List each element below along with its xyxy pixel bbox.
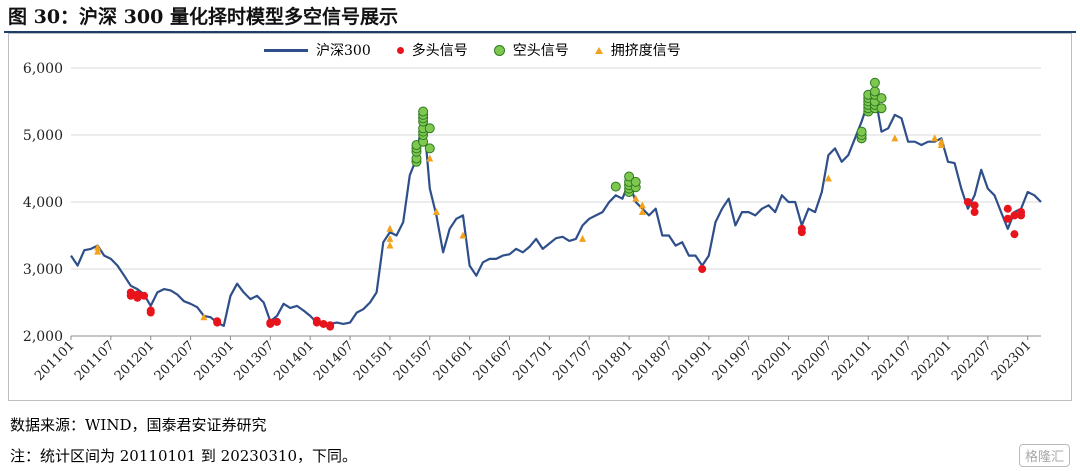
x-tick-label: 201907 <box>710 338 756 384</box>
crowding-signal-point <box>426 154 434 162</box>
legend-item-crowding: 拥挤度信号 <box>594 40 681 60</box>
x-tick-label: 201701 <box>510 338 556 384</box>
x-tick-label: 201801 <box>590 338 636 384</box>
legend-item-long: 多头信号 <box>396 40 468 60</box>
legend-red-dot-swatch <box>396 46 404 54</box>
long-signal-point <box>698 265 707 273</box>
legend-item-short: 空头信号 <box>493 40 569 60</box>
crowding-signal-point <box>638 201 646 209</box>
y-tick-label: 2,000 <box>23 329 63 345</box>
crowding-signal-point <box>94 243 102 251</box>
crowding-signal-point <box>638 208 646 216</box>
crowding-signal-point <box>824 174 832 182</box>
long-signal-point <box>319 319 328 328</box>
long-signal-point <box>1017 208 1026 217</box>
crowding-signal-point <box>632 194 640 202</box>
x-tick-label: 201607 <box>471 338 517 384</box>
short-signal-point <box>876 93 887 104</box>
x-tick-label: 201201 <box>112 338 158 384</box>
crowding-signal-point <box>94 247 102 255</box>
chart-area: 沪深300 多头信号 空头信号 拥挤度信号 2,000 3,000 4,000 5,0… <box>8 33 1072 401</box>
legend-label-long: 多头信号 <box>411 43 468 59</box>
legend-triangle-swatch <box>594 46 603 54</box>
x-tick-label: 201507 <box>391 338 437 384</box>
x-tick-label: 202101 <box>829 338 875 384</box>
title-rule <box>4 31 1076 33</box>
long-signal-point <box>140 291 149 300</box>
long-signal-point <box>272 317 281 326</box>
crowding-signal-point <box>386 234 394 242</box>
x-tick-label: 201901 <box>670 338 716 384</box>
legend-label-short: 空头信号 <box>512 43 569 59</box>
note-text: 注：统计区间为 20110101 到 20230310，下同。 <box>10 447 358 465</box>
y-tick-label: 4,000 <box>23 195 63 211</box>
x-tick-label: 202301 <box>989 338 1035 384</box>
short-signal-point <box>876 103 887 114</box>
short-signal-point <box>424 143 435 154</box>
figure-title: 图 30：沪深 300 量化择时模型多空信号展示 <box>8 6 398 28</box>
long-signal-point <box>266 319 275 328</box>
crowding-signal-point <box>200 313 208 321</box>
y-tick-label: 3,000 <box>23 262 63 278</box>
short-signal-point <box>630 176 641 187</box>
short-signal-point <box>418 106 429 117</box>
x-tick-label: 202001 <box>750 338 796 384</box>
short-signal-point <box>610 181 621 192</box>
x-tick-label: 201707 <box>550 338 596 384</box>
long-signal-point <box>312 318 321 327</box>
long-signal-point <box>326 322 335 331</box>
long-signal-point <box>213 318 222 327</box>
short-signal-point <box>869 77 880 88</box>
long-signal-point <box>126 291 135 300</box>
x-tick-label: 202007 <box>790 338 836 384</box>
x-tick-label: 201301 <box>192 338 238 384</box>
legend-green-dot-swatch <box>493 44 505 56</box>
legend-item-csi300: 沪深300 <box>264 40 371 60</box>
crowding-signal-point <box>386 224 394 232</box>
long-signal-point <box>146 308 155 317</box>
crowding-signal-point <box>931 134 939 142</box>
series-line-csi300 <box>70 93 1042 327</box>
long-signal-point <box>1003 204 1012 213</box>
short-signal-point <box>624 171 635 182</box>
x-tick-label: 201807 <box>630 338 676 384</box>
crowding-signal-point <box>459 231 467 239</box>
legend-label-crowding: 拥挤度信号 <box>610 43 681 59</box>
x-tick-label: 201407 <box>311 338 357 384</box>
crowding-signal-point <box>579 234 587 242</box>
y-tick-label: 6,000 <box>23 61 63 77</box>
watermark-logo: 格隆汇 <box>1018 444 1070 467</box>
line-chart-svg: 2,0003,0004,0005,0006,000201101201107201… <box>23 61 1042 384</box>
crowding-signal-point <box>937 141 945 149</box>
x-tick-label: 201207 <box>152 338 198 384</box>
x-tick-label: 201601 <box>431 338 477 384</box>
long-signal-point <box>1010 230 1019 239</box>
crowding-signal-point <box>386 241 394 249</box>
long-signal-point <box>970 208 979 217</box>
x-tick-label: 201501 <box>351 338 397 384</box>
legend-label-csi300: 沪深300 <box>316 43 371 59</box>
long-signal-point <box>970 201 979 210</box>
short-signal-point <box>424 123 435 134</box>
y-tick-label: 5,000 <box>23 128 63 144</box>
source-text: 数据来源：WIND，国泰君安证券研究 <box>10 416 267 434</box>
x-tick-label: 202201 <box>909 338 955 384</box>
crowding-signal-point <box>432 208 440 216</box>
chart-legend: 沪深300 多头信号 空头信号 拥挤度信号 <box>264 40 681 60</box>
x-tick-label: 202107 <box>869 338 915 384</box>
x-tick-label: 201307 <box>231 338 277 384</box>
legend-line-swatch <box>264 48 308 52</box>
crowding-signal-point <box>891 134 899 142</box>
long-signal-point <box>133 293 142 302</box>
long-signal-point <box>963 198 972 206</box>
long-signal-point <box>797 228 806 237</box>
long-signal-point <box>1010 211 1019 220</box>
x-tick-label: 201107 <box>72 338 118 384</box>
short-signal-point <box>856 126 867 137</box>
x-tick-label: 201101 <box>32 338 78 384</box>
long-signal-point <box>1003 214 1012 223</box>
x-tick-label: 202207 <box>949 338 995 384</box>
x-tick-label: 201401 <box>271 338 317 384</box>
